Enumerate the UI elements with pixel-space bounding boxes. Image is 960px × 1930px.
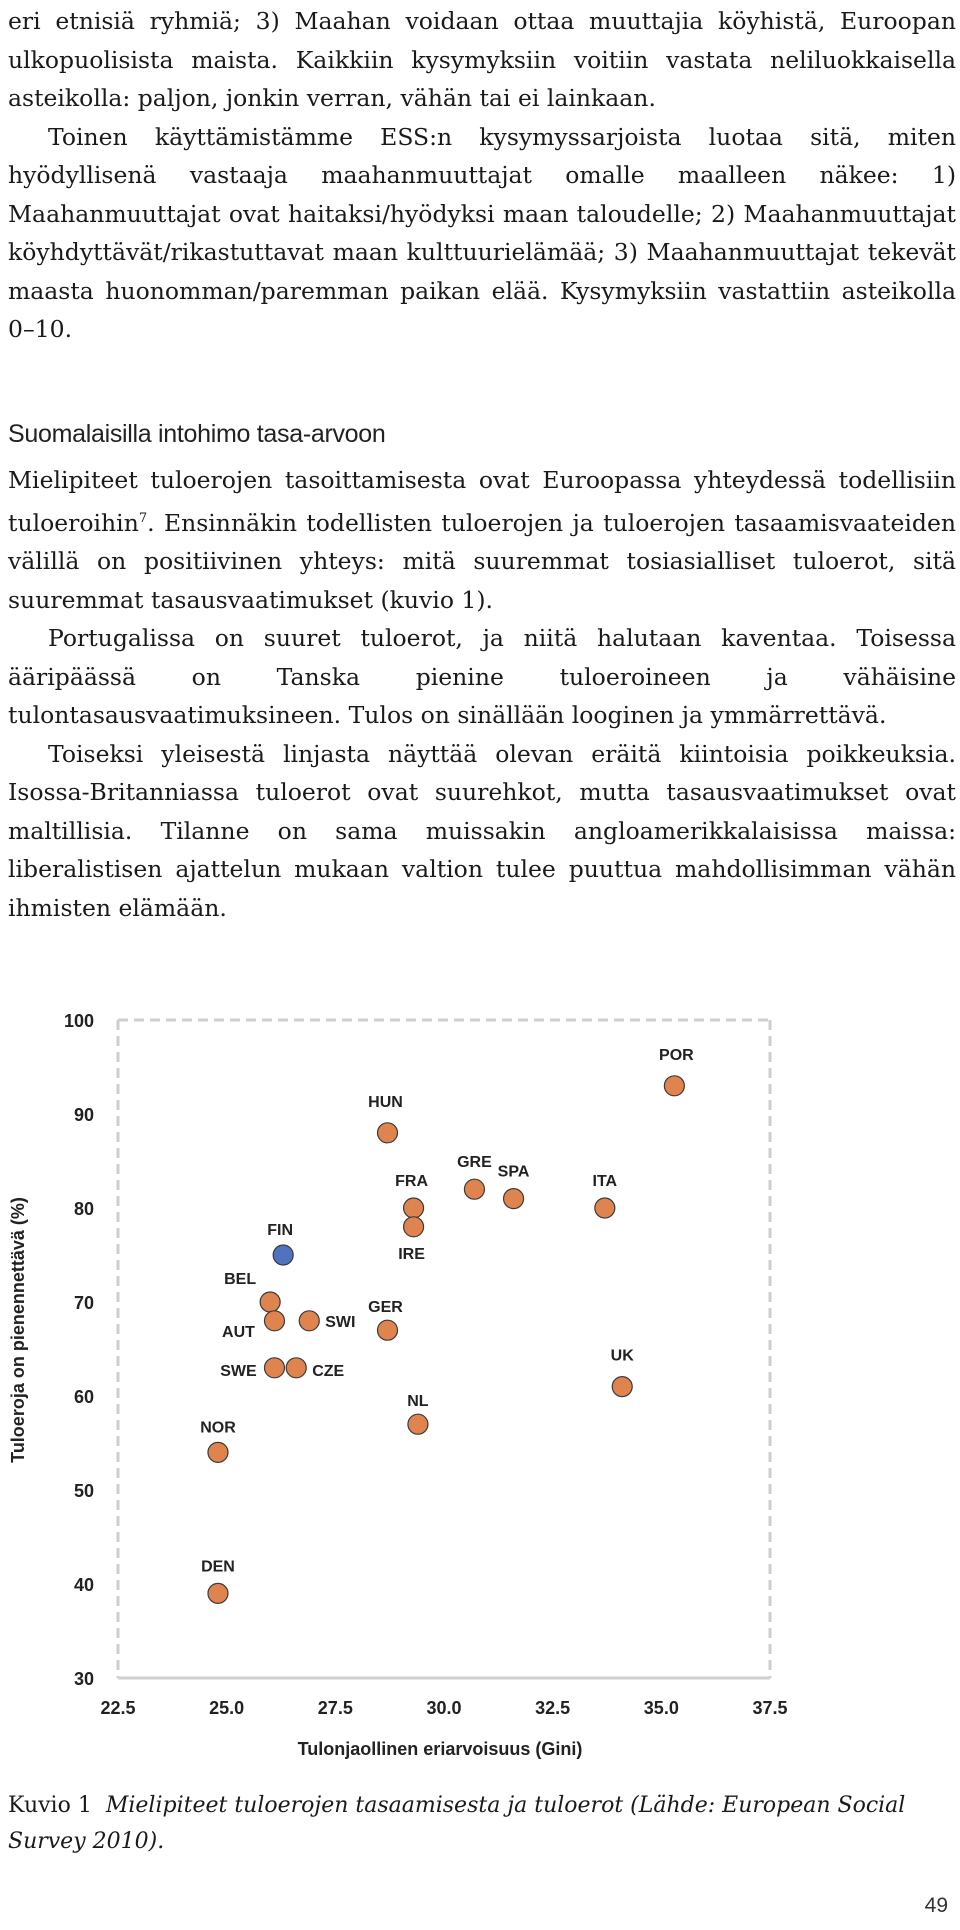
paragraph-text: Mielipiteet tuloerojen tasoittamisesta o… [8, 466, 956, 537]
point-label-fra: FRA [395, 1173, 428, 1190]
data-point-fra [402, 1197, 425, 1219]
point-labels: POR HUN GRE SPA ITA FRA IRE FIN BEL AUT SWI GER SWE C… [200, 1047, 694, 1576]
point-label-por: POR [659, 1047, 694, 1064]
data-point-swi [298, 1310, 320, 1332]
data-point-por [663, 1075, 685, 1097]
x-tick-label: 27.5 [318, 1698, 353, 1718]
paragraph: Toiseksi yleisestä linjasta näyttää olev… [8, 739, 956, 922]
footnote-ref[interactable]: 7 [138, 510, 148, 526]
point-label-fin: FIN [267, 1222, 293, 1239]
data-point-swe [263, 1357, 286, 1379]
section-heading: Suomalaisilla intohimo tasa-arvoon [8, 420, 386, 448]
y-tick-label: 80 [74, 1199, 94, 1219]
caption-text: Mielipiteet tuloerojen tasaamisesta ja t… [8, 1793, 906, 1854]
data-point-nor [207, 1441, 229, 1463]
point-label-ger: GER [368, 1299, 403, 1316]
data-points [207, 1075, 685, 1605]
chart-svg: 30 40 50 60 70 80 90 100 22.5 25.0 27.5 30.0 32.5 35… [8, 1011, 788, 1759]
point-label-nl: NL [407, 1393, 429, 1410]
data-point-uk [611, 1376, 633, 1398]
x-tick-label: 25.0 [209, 1698, 244, 1718]
point-label-spa: SPA [498, 1164, 530, 1181]
x-axis-label: Tulonjaollinen eriarvoisuus (Gini) [298, 1739, 583, 1759]
point-label-ita: ITA [593, 1173, 618, 1190]
paragraph: Mielipiteet tuloerojen tasoittamisesta o… [8, 461, 956, 619]
x-tick-label: 35.0 [644, 1698, 679, 1718]
data-point-fin [272, 1244, 294, 1266]
y-axis-ticks: 30 40 50 60 70 80 90 100 [64, 1011, 94, 1689]
point-label-ire: IRE [398, 1246, 425, 1263]
data-point-den [207, 1582, 229, 1605]
y-tick-label: 90 [74, 1105, 94, 1125]
point-label-uk: UK [611, 1348, 635, 1365]
data-point-nl [407, 1413, 429, 1435]
point-label-hun: HUN [368, 1094, 403, 1111]
point-label-gre: GRE [457, 1154, 492, 1171]
data-point-gre [463, 1178, 486, 1200]
y-tick-label: 50 [74, 1481, 94, 1501]
y-tick-label: 100 [64, 1011, 94, 1031]
x-tick-label: 37.5 [752, 1698, 787, 1718]
y-axis-label: Tuloeroja on pienennettävä (%) [8, 1197, 28, 1463]
data-point-hun [376, 1122, 399, 1144]
point-label-cze: CZE [312, 1363, 344, 1380]
caption-label: Kuvio 1 [8, 1793, 92, 1818]
x-tick-label: 32.5 [535, 1698, 570, 1718]
paragraph: eri etnisiä ryhmiä; 3) Maahan voidaan ot… [8, 7, 956, 112]
body-text-top: eri etnisiä ryhmiä; 3) Maahan voidaan ot… [8, 2, 956, 349]
point-label-swe: SWE [220, 1363, 257, 1380]
data-point-aut [263, 1310, 286, 1332]
x-tick-label: 30.0 [426, 1698, 461, 1718]
paragraph: Portugalissa on suuret tuloerot, ja niit… [8, 624, 956, 729]
paragraph: Toinen käyttämistämme ESS:n kysymyssarjo… [8, 122, 956, 344]
section-body: Mielipiteet tuloerojen tasoittamisesta o… [8, 461, 956, 927]
data-point-ger [376, 1319, 399, 1341]
point-label-nor: NOR [200, 1419, 236, 1436]
y-tick-label: 40 [74, 1575, 94, 1595]
chart-frame [116, 1018, 772, 1680]
data-point-ire [402, 1216, 425, 1238]
x-tick-label: 22.5 [100, 1698, 135, 1718]
y-tick-label: 70 [74, 1293, 94, 1313]
x-axis-ticks: 22.5 25.0 27.5 30.0 32.5 35.0 37.5 [100, 1698, 787, 1718]
data-point-cze [285, 1357, 307, 1379]
point-label-swi: SWI [325, 1314, 355, 1331]
page-number: 49 [924, 1894, 948, 1917]
data-point-ita [594, 1197, 616, 1219]
paragraph-text: . Ensinnäkin todellisten tuloerojen ja t… [8, 508, 956, 614]
point-label-aut: AUT [222, 1324, 255, 1341]
point-label-den: DEN [201, 1558, 235, 1575]
y-tick-label: 30 [74, 1669, 94, 1689]
figure-caption: Kuvio 1 Mielipiteet tuloerojen tasaamises… [8, 1788, 908, 1860]
data-point-spa [502, 1188, 525, 1210]
scatter-chart: 30 40 50 60 70 80 90 100 22.5 25.0 27.5 30.0 32.5 35… [0, 1010, 960, 1770]
point-label-bel: BEL [224, 1271, 256, 1288]
data-point-bel [259, 1291, 281, 1313]
y-tick-label: 60 [74, 1387, 94, 1407]
